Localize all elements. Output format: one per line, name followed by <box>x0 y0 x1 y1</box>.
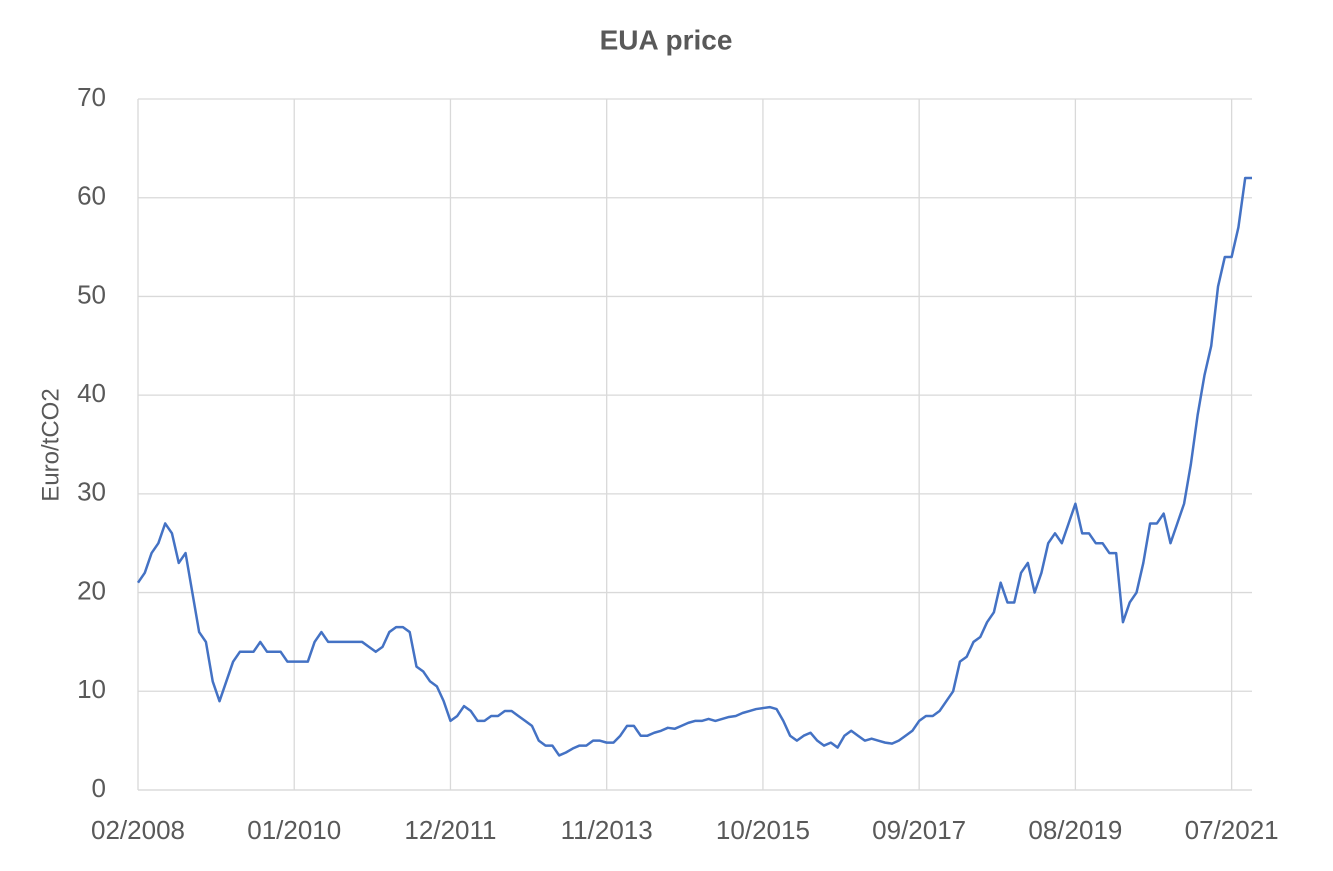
x-tick-label: 02/2008 <box>91 815 185 845</box>
y-tick-label: 30 <box>77 477 106 507</box>
chart-title: EUA price <box>600 24 733 55</box>
x-tick-label: 11/2013 <box>561 815 653 845</box>
x-tick-label: 12/2011 <box>404 815 496 845</box>
x-tick-label: 07/2021 <box>1185 815 1279 845</box>
y-tick-label: 60 <box>77 181 106 211</box>
x-tick-label: 08/2019 <box>1028 815 1122 845</box>
x-tick-label: 01/2010 <box>247 815 341 845</box>
x-tick-label: 09/2017 <box>872 815 966 845</box>
y-tick-label: 0 <box>92 773 106 803</box>
y-tick-label: 50 <box>77 279 106 309</box>
y-tick-label: 20 <box>77 575 106 605</box>
y-tick-label: 10 <box>77 674 106 704</box>
y-tick-label: 40 <box>77 378 106 408</box>
data-line <box>136 176 1252 757</box>
x-tick-label: 10/2015 <box>716 815 810 845</box>
y-axis-label: Euro/tCO2 <box>37 388 64 501</box>
y-tick-label: 70 <box>77 82 106 112</box>
